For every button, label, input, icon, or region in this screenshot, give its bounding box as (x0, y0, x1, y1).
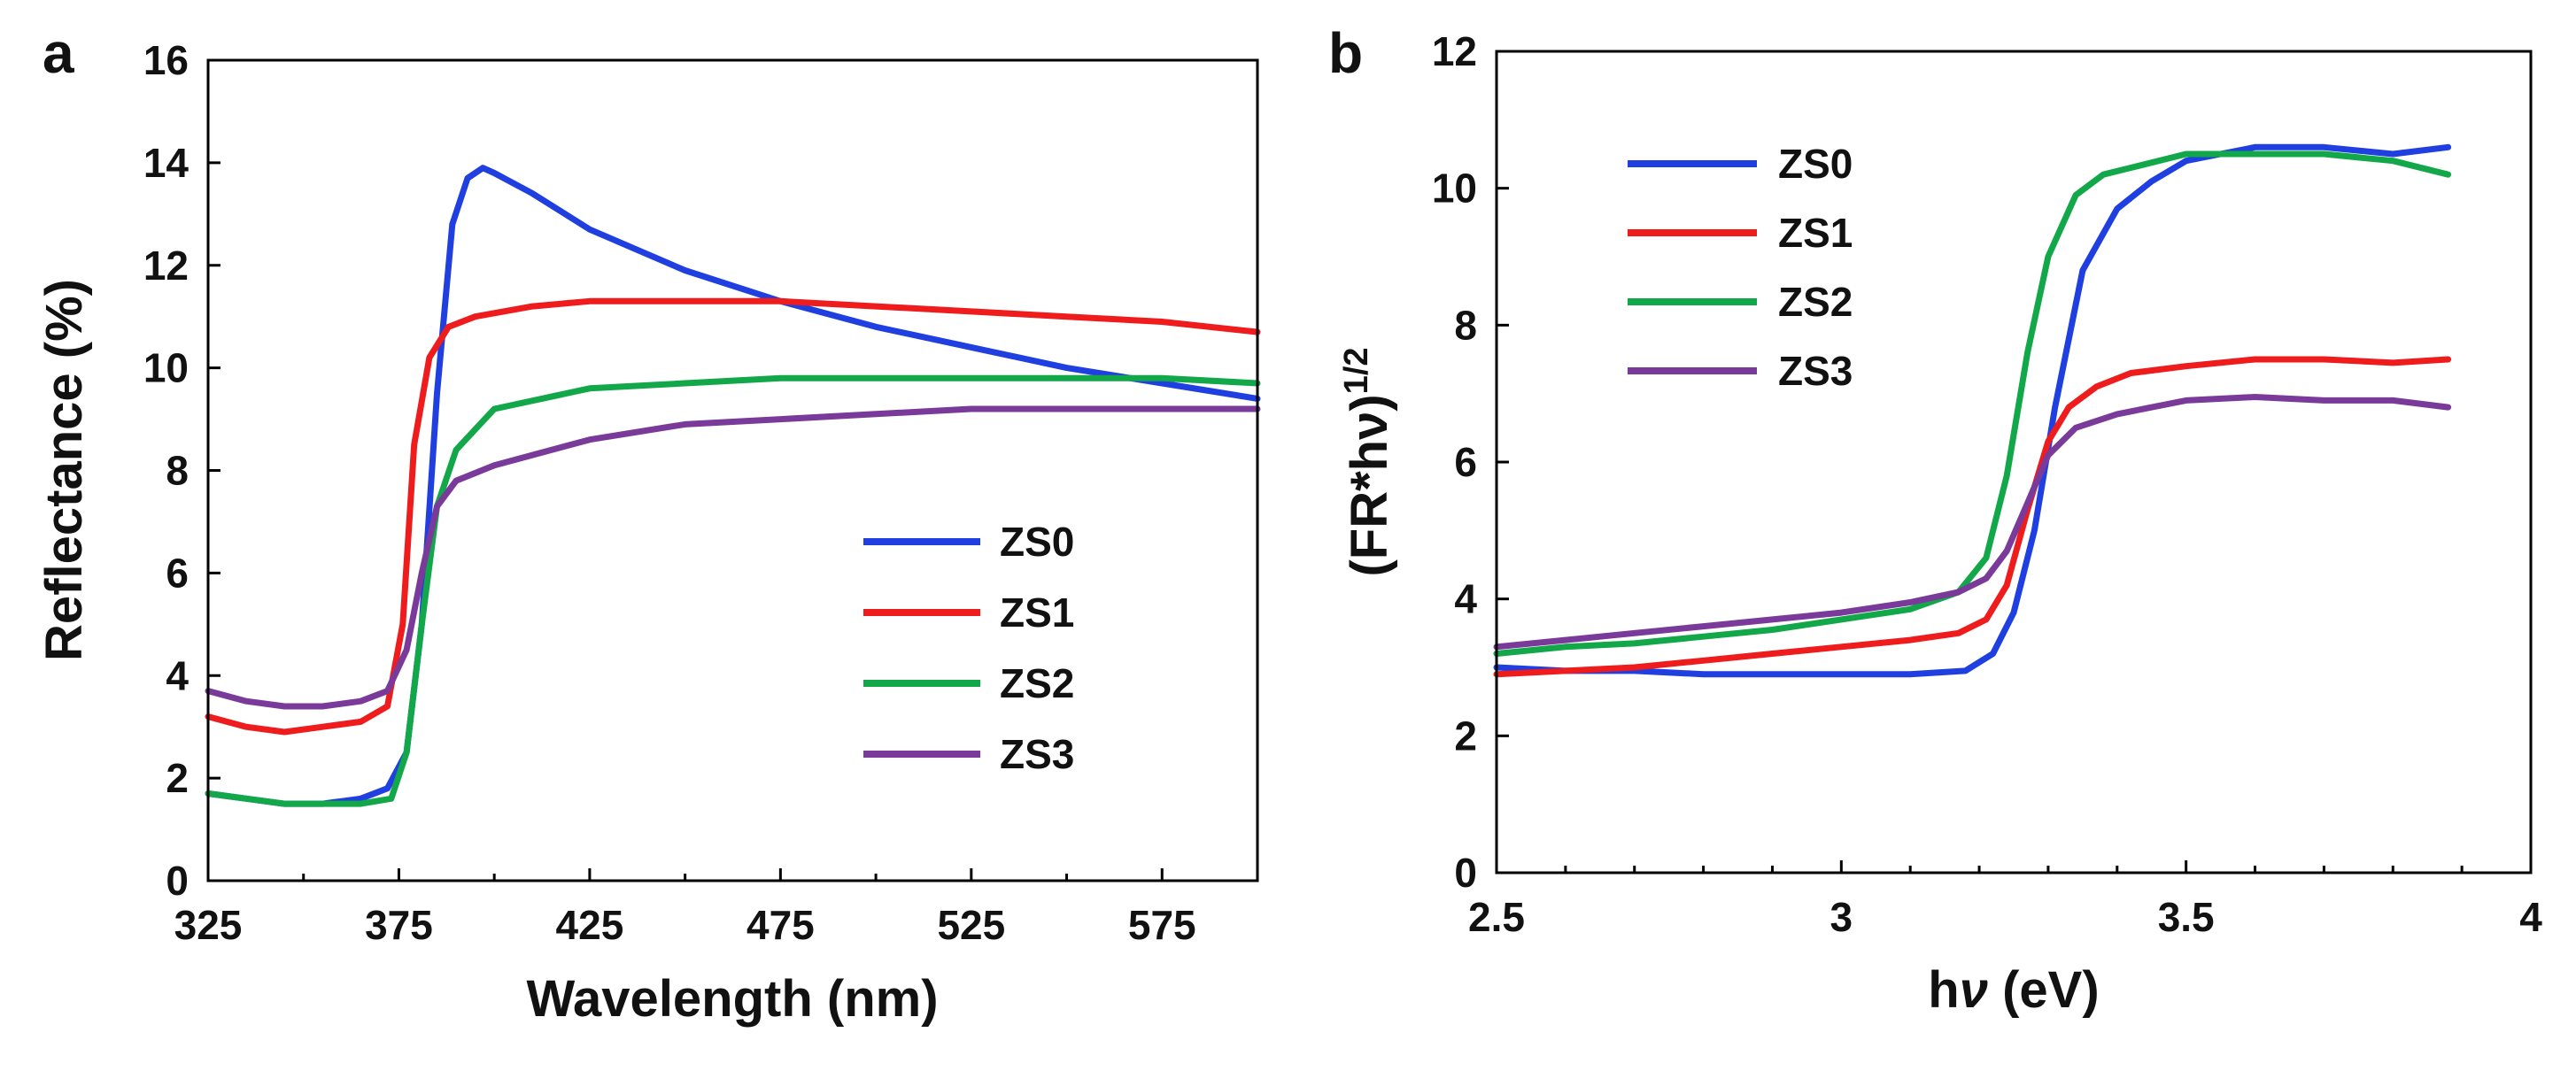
panel-b-y-axis-title: (FR*hν)1/2 (1338, 347, 1398, 576)
panel-a-x-tick-label: 325 (174, 902, 243, 948)
panel-b-y-tick-label: 0 (1454, 850, 1477, 896)
panel-b-x-tick-label: 4 (2519, 894, 2542, 940)
panel-b-plot-frame (1495, 50, 2533, 875)
panel-b-x-tick-label: 2.5 (1468, 894, 1525, 940)
panel-a-x-tick-label: 525 (937, 902, 1005, 948)
panel-a-reflectance-chart: a 0 2 4 6 8 10 12 14 16 325 375 425 475 525 575 Refle… (35, 21, 1261, 1028)
panel-b-y-tick-label: 6 (1454, 439, 1477, 485)
panel-b-series (1493, 143, 2452, 678)
panel-b-series-line-zs1 (1493, 356, 2452, 678)
panel-b-legend-label-zs2: ZS2 (1778, 279, 1853, 325)
panel-a-legend: ZS0 ZS1 ZS2 ZS3 (863, 519, 1074, 777)
panel-a-y-tick-label: 12 (143, 243, 189, 289)
panel-b-y-tick-label: 4 (1454, 576, 1477, 622)
panel-a-plot-frame (206, 58, 1259, 882)
panel-b-series-line-zs0 (1493, 143, 2452, 678)
panel-b-y-tick-label: 8 (1454, 302, 1477, 348)
panel-a-y-tick-label: 6 (166, 550, 189, 596)
panel-a-series-line-zs0 (205, 165, 1261, 807)
panel-b-legend-label-zs0: ZS0 (1778, 141, 1853, 187)
panel-a-series (205, 165, 1261, 807)
panel-b-y-tick-labels: 0 2 4 6 8 10 12 (1432, 28, 1478, 896)
panel-a-x-tick-labels: 325 375 425 475 525 575 (174, 902, 1196, 948)
panel-b-legend-label-zs3: ZS3 (1778, 348, 1853, 394)
panel-b-y-tick-label: 2 (1454, 713, 1477, 759)
panel-a-legend-label-zs3: ZS3 (1000, 731, 1074, 777)
panel-a-legend-label-zs0: ZS0 (1000, 519, 1074, 565)
panel-b-x-tick-label: 3 (1830, 894, 1853, 940)
panel-a-y-tick-label: 14 (143, 140, 190, 186)
panel-a-x-axis-title: Wavelength (nm) (526, 970, 938, 1028)
panel-a-legend-label-zs1: ZS1 (1000, 589, 1074, 636)
panel-a-series-line-zs2 (205, 374, 1261, 807)
panel-a-y-tick-label: 0 (166, 858, 189, 904)
panel-a-label: a (43, 21, 74, 85)
panel-a-legend-label-zs2: ZS2 (1000, 660, 1074, 706)
panel-a-x-tick-label: 575 (1128, 902, 1196, 948)
panel-a-x-tick-label: 425 (556, 902, 624, 948)
panel-b-ticks (1495, 50, 2533, 875)
panel-a-y-tick-label: 16 (143, 37, 189, 83)
panel-b-y-tick-label: 12 (1432, 28, 1477, 74)
panel-b-y-axis-title-base: (FR*hν) (1341, 394, 1398, 576)
panel-b-x-tick-labels: 2.5 3 3.5 4 (1468, 894, 2542, 940)
panel-b-y-tick-label: 10 (1432, 166, 1477, 212)
panel-a-x-tick-label: 475 (746, 902, 815, 948)
panel-a-x-tick-label: 375 (365, 902, 433, 948)
panel-b-series-line-zs2 (1493, 150, 2452, 657)
panel-b-series-line-zs3 (1493, 394, 2452, 651)
panel-b-label: b (1328, 21, 1363, 85)
panel-b-x-tick-label: 3.5 (2158, 894, 2215, 940)
panel-a-y-tick-label: 2 (166, 755, 189, 801)
panel-a-y-tick-label: 10 (143, 345, 189, 391)
panel-a-ticks (206, 58, 1164, 882)
panel-a-y-axis-title: Reflectance (%) (35, 279, 93, 661)
panel-b-y-axis-title-exponent: 1/2 (1338, 347, 1375, 394)
panel-a-y-tick-label: 4 (166, 652, 189, 698)
panel-b-x-axis-title: hν (eV) (1928, 961, 2099, 1019)
panel-b-legend-label-zs1: ZS1 (1778, 210, 1853, 256)
panel-a-series-line-zs3 (205, 405, 1261, 710)
panel-a-y-tick-labels: 0 2 4 6 8 10 12 14 16 (143, 37, 190, 904)
panel-a-y-tick-label: 8 (166, 448, 189, 494)
panel-b-legend: ZS0 ZS1 ZS2 ZS3 (1628, 141, 1853, 394)
panel-a-series-line-zs1 (205, 297, 1261, 736)
